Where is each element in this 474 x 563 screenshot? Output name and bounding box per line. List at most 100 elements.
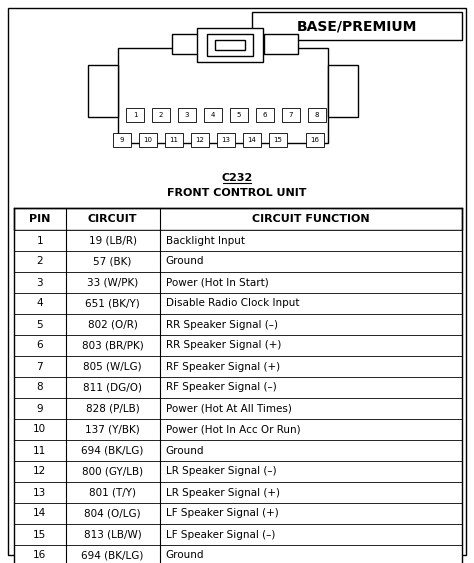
Text: LR Speaker Signal (–): LR Speaker Signal (–)	[165, 467, 276, 476]
Text: 811 (DG/O): 811 (DG/O)	[83, 382, 142, 392]
Text: RR Speaker Signal (–): RR Speaker Signal (–)	[165, 319, 278, 329]
Text: 10: 10	[33, 425, 46, 435]
Bar	[264, 34, 298, 54]
Bar	[14, 482, 462, 503]
Text: 2: 2	[36, 257, 43, 266]
Bar	[118, 48, 328, 143]
Bar	[172, 34, 206, 54]
Text: RR Speaker Signal (+): RR Speaker Signal (+)	[165, 341, 281, 351]
Bar	[14, 503, 462, 524]
Text: 802 (O/R): 802 (O/R)	[88, 319, 137, 329]
Text: 6: 6	[36, 341, 43, 351]
Bar	[165, 133, 183, 147]
Text: 7: 7	[36, 361, 43, 372]
Text: CIRCUIT FUNCTION: CIRCUIT FUNCTION	[252, 214, 370, 224]
Bar	[126, 108, 144, 122]
Bar	[113, 133, 131, 147]
Bar	[14, 419, 462, 440]
Text: 10: 10	[144, 137, 153, 143]
Text: 694 (BK/LG): 694 (BK/LG)	[82, 551, 144, 561]
Text: Ground: Ground	[165, 445, 204, 455]
Bar	[14, 398, 462, 419]
Text: 33 (W/PK): 33 (W/PK)	[87, 278, 138, 288]
Text: 16: 16	[310, 137, 319, 143]
Text: 813 (LB/W): 813 (LB/W)	[84, 529, 141, 539]
Bar	[215, 40, 245, 50]
Text: C232: C232	[221, 173, 253, 183]
Bar	[191, 133, 209, 147]
Text: 651 (BK/Y): 651 (BK/Y)	[85, 298, 140, 309]
Text: 3: 3	[36, 278, 43, 288]
Bar	[14, 230, 462, 251]
Bar	[14, 440, 462, 461]
Text: Ground: Ground	[165, 257, 204, 266]
Bar	[256, 108, 274, 122]
Text: 137 (Y/BK): 137 (Y/BK)	[85, 425, 140, 435]
Text: 13: 13	[33, 488, 46, 498]
Bar	[14, 314, 462, 335]
Text: 803 (BR/PK): 803 (BR/PK)	[82, 341, 144, 351]
Text: 8: 8	[315, 112, 319, 118]
Text: 16: 16	[33, 551, 46, 561]
Text: LR Speaker Signal (+): LR Speaker Signal (+)	[165, 488, 280, 498]
Text: Power (Hot In Acc Or Run): Power (Hot In Acc Or Run)	[165, 425, 300, 435]
Text: 7: 7	[289, 112, 293, 118]
Text: 4: 4	[211, 112, 215, 118]
Text: Power (Hot At All Times): Power (Hot At All Times)	[165, 404, 292, 413]
Bar	[306, 133, 324, 147]
Bar	[14, 208, 462, 230]
Text: 14: 14	[247, 137, 256, 143]
Text: 12: 12	[33, 467, 46, 476]
Text: Power (Hot In Start): Power (Hot In Start)	[165, 278, 268, 288]
Bar	[139, 133, 157, 147]
Bar	[178, 108, 196, 122]
Bar	[152, 108, 170, 122]
Text: Ground: Ground	[165, 551, 204, 561]
Text: 57 (BK): 57 (BK)	[93, 257, 132, 266]
Text: 5: 5	[36, 319, 43, 329]
Text: 6: 6	[263, 112, 267, 118]
Text: RF Speaker Signal (–): RF Speaker Signal (–)	[165, 382, 276, 392]
Bar	[14, 272, 462, 293]
Text: RF Speaker Signal (+): RF Speaker Signal (+)	[165, 361, 280, 372]
Text: 11: 11	[170, 137, 179, 143]
Bar	[14, 356, 462, 377]
Text: 694 (BK/LG): 694 (BK/LG)	[82, 445, 144, 455]
Text: 800 (GY/LB): 800 (GY/LB)	[82, 467, 143, 476]
Bar	[14, 293, 462, 314]
Text: 15: 15	[273, 137, 283, 143]
Bar	[252, 12, 462, 40]
Bar	[14, 461, 462, 482]
Bar	[204, 108, 222, 122]
Bar	[14, 524, 462, 545]
Text: Backlight Input: Backlight Input	[165, 235, 245, 245]
Text: LF Speaker Signal (–): LF Speaker Signal (–)	[165, 529, 275, 539]
Text: FRONT CONTROL UNIT: FRONT CONTROL UNIT	[167, 188, 307, 198]
Text: Disable Radio Clock Input: Disable Radio Clock Input	[165, 298, 299, 309]
Text: 8: 8	[36, 382, 43, 392]
Text: PIN: PIN	[29, 214, 50, 224]
Bar	[14, 335, 462, 356]
Text: 5: 5	[237, 112, 241, 118]
Text: 804 (O/LG): 804 (O/LG)	[84, 508, 141, 519]
Text: LF Speaker Signal (+): LF Speaker Signal (+)	[165, 508, 278, 519]
Text: 1: 1	[133, 112, 137, 118]
Text: 3: 3	[185, 112, 189, 118]
Text: 801 (T/Y): 801 (T/Y)	[89, 488, 136, 498]
Text: 11: 11	[33, 445, 46, 455]
Bar	[207, 34, 253, 56]
Text: 12: 12	[196, 137, 204, 143]
Text: BASE/PREMIUM: BASE/PREMIUM	[297, 19, 417, 33]
Bar	[197, 28, 263, 62]
Text: 19 (LB/R): 19 (LB/R)	[89, 235, 137, 245]
Text: 9: 9	[120, 137, 124, 143]
Bar	[328, 65, 358, 117]
Bar	[269, 133, 287, 147]
Text: 805 (W/LG): 805 (W/LG)	[83, 361, 142, 372]
Text: CIRCUIT: CIRCUIT	[88, 214, 137, 224]
Bar	[14, 377, 462, 398]
Text: 828 (P/LB): 828 (P/LB)	[86, 404, 139, 413]
Text: 14: 14	[33, 508, 46, 519]
Text: 2: 2	[159, 112, 163, 118]
Text: 13: 13	[221, 137, 230, 143]
